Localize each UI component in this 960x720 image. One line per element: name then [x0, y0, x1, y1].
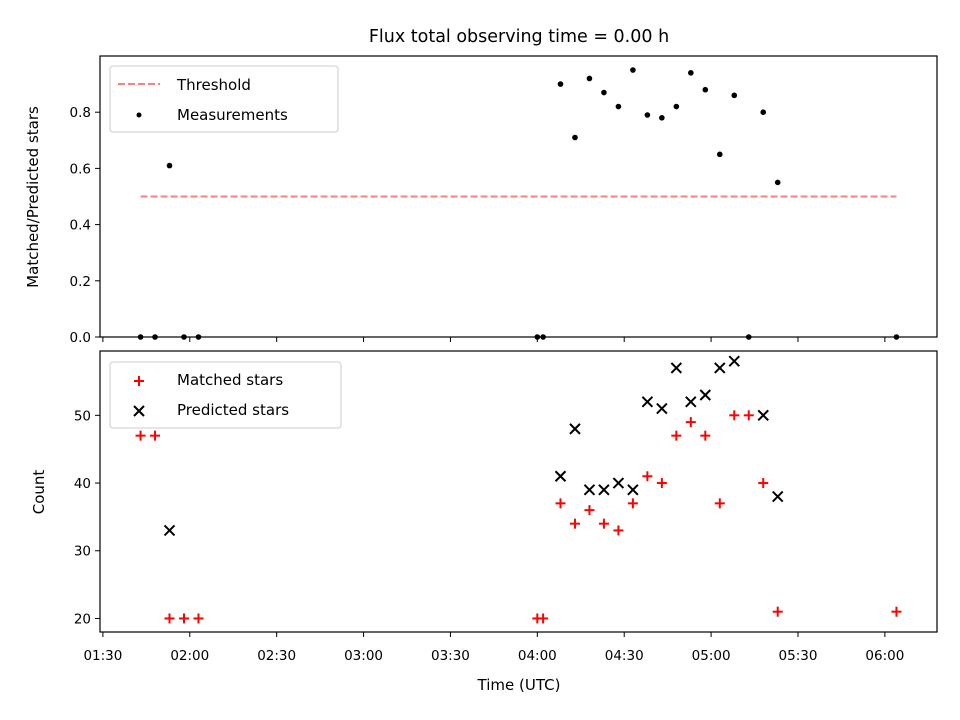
bottom-y-axis-label: Count — [30, 470, 48, 515]
legend-predicted-swatch — [133, 405, 145, 417]
matched-star-marker — [700, 430, 711, 441]
x-tick-label: 02:30 — [257, 648, 296, 664]
predicted-star-marker — [670, 362, 683, 374]
legend-measurements-label: Measurements — [177, 106, 288, 124]
matched-star-marker — [729, 410, 740, 421]
predicted-star-marker — [685, 396, 697, 408]
measurement-point — [774, 179, 781, 186]
top-panel: 0.00.20.40.60.8 Matched/Predicted stars … — [24, 55, 938, 346]
predicted-star-marker — [554, 470, 567, 482]
chart-title: Flux total observing time = 0.00 h — [369, 27, 669, 47]
predicted-star-marker — [699, 389, 712, 401]
measurement-point — [572, 134, 578, 141]
measurement-point — [760, 109, 767, 115]
measurement-point — [615, 103, 622, 110]
matched-star-marker — [178, 613, 189, 624]
top-axes-frame — [99, 55, 938, 338]
bottom-legend-frame — [109, 361, 342, 429]
predicted-star-marker — [656, 402, 668, 415]
predicted-star-marker — [757, 409, 769, 422]
matched-star-marker — [891, 606, 902, 617]
bottom-y-ticks: 20 30 40 50 — [74, 408, 100, 627]
bottom-y-tick-label: 50 — [74, 408, 91, 424]
matched-star-marker — [193, 613, 204, 624]
legend-matched-swatch — [134, 376, 144, 386]
bottom-axes-frame — [99, 350, 938, 633]
x-axis-label: Time (UTC) — [477, 676, 561, 694]
matched-star-marker — [164, 613, 175, 624]
top-x-ticks — [102, 337, 886, 342]
top-y-axis-label: Matched/Predicted stars — [24, 106, 42, 288]
matched-star-marker — [555, 498, 566, 509]
predicted-star-marker — [641, 396, 654, 408]
measurement-point — [586, 75, 593, 82]
x-tick-label: 03:00 — [344, 648, 383, 664]
top-y-tick-label: 0.4 — [70, 218, 91, 234]
predicted-star-marker — [612, 477, 625, 489]
matched-star-marker — [569, 518, 580, 529]
legend-predicted-label: Predicted stars — [177, 401, 289, 419]
measurement-point — [702, 86, 709, 93]
matched-star-marker — [772, 606, 783, 617]
x-tick-label: 06:00 — [865, 648, 904, 664]
measurement-point — [601, 89, 607, 96]
x-tick-label: 05:00 — [692, 648, 731, 664]
bottom-y-tick-label: 20 — [74, 611, 91, 627]
bottom-plot-area — [135, 355, 902, 624]
measurement-point — [716, 151, 723, 158]
predicted-star-marker — [627, 484, 639, 496]
measurement-point — [659, 115, 665, 121]
top-y-tick-label: 0.2 — [70, 274, 91, 290]
predicted-star-marker — [728, 355, 740, 367]
top-y-tick-label: 0.6 — [70, 161, 91, 177]
top-y-tick-label: 0.0 — [70, 330, 91, 346]
x-tick-label: 02:00 — [170, 648, 209, 664]
matched-star-marker — [598, 518, 609, 529]
top-y-tick-label: 0.8 — [70, 105, 91, 121]
legend-measurements-swatch — [136, 112, 142, 118]
predicted-star-marker — [583, 484, 596, 496]
matched-star-marker — [135, 430, 146, 441]
predicted-star-marker — [598, 484, 610, 496]
top-legend-frame — [109, 65, 339, 133]
legend-matched-label: Matched stars — [177, 371, 283, 389]
matched-star-marker — [150, 430, 161, 441]
measurement-point — [630, 67, 636, 73]
measurement-point — [673, 103, 680, 110]
measurement-point — [557, 81, 564, 87]
bottom-y-tick-label: 30 — [74, 544, 91, 560]
matched-star-marker — [714, 498, 725, 509]
x-tick-label: 05:30 — [779, 648, 818, 664]
matched-star-marker — [627, 498, 638, 509]
measurement-point — [688, 70, 694, 76]
legend-threshold-label: Threshold — [176, 76, 251, 94]
matched-star-marker — [743, 410, 754, 421]
bottom-y-tick-label: 40 — [74, 476, 91, 492]
measurement-point — [644, 112, 651, 118]
matched-star-marker — [685, 417, 696, 428]
matched-star-marker — [671, 430, 682, 441]
matched-star-marker — [584, 505, 595, 516]
matched-star-marker — [538, 613, 549, 624]
matched-star-marker — [642, 471, 653, 482]
predicted-star-marker — [569, 423, 581, 435]
bottom-panel: 01:30 02:00 02:30 03:00 03:30 04:00 04:30 05:00… — [30, 350, 938, 694]
predicted-star-marker — [772, 490, 784, 503]
x-tick-label: 03:30 — [431, 648, 470, 664]
bottom-x-ticks: 01:30 02:00 02:30 03:00 03:30 04:00 04:30 05:00… — [83, 632, 904, 664]
x-tick-label: 04:30 — [605, 648, 644, 664]
measurement-point — [731, 92, 738, 99]
matched-star-marker — [613, 525, 624, 536]
matched-star-marker — [758, 478, 769, 489]
bottom-legend: Matched stars Predicted stars — [109, 361, 342, 429]
top-y-ticks: 0.0 0.2 0.4 0.6 0.8 — [70, 105, 100, 346]
top-legend: Threshold Measurements — [109, 65, 339, 133]
measurement-point — [166, 162, 173, 169]
x-tick-label: 01:30 — [83, 648, 122, 664]
matched-star-marker — [656, 478, 667, 489]
predicted-star-marker — [714, 362, 726, 374]
x-tick-label: 04:00 — [518, 648, 557, 664]
predicted-star-marker — [163, 524, 176, 537]
